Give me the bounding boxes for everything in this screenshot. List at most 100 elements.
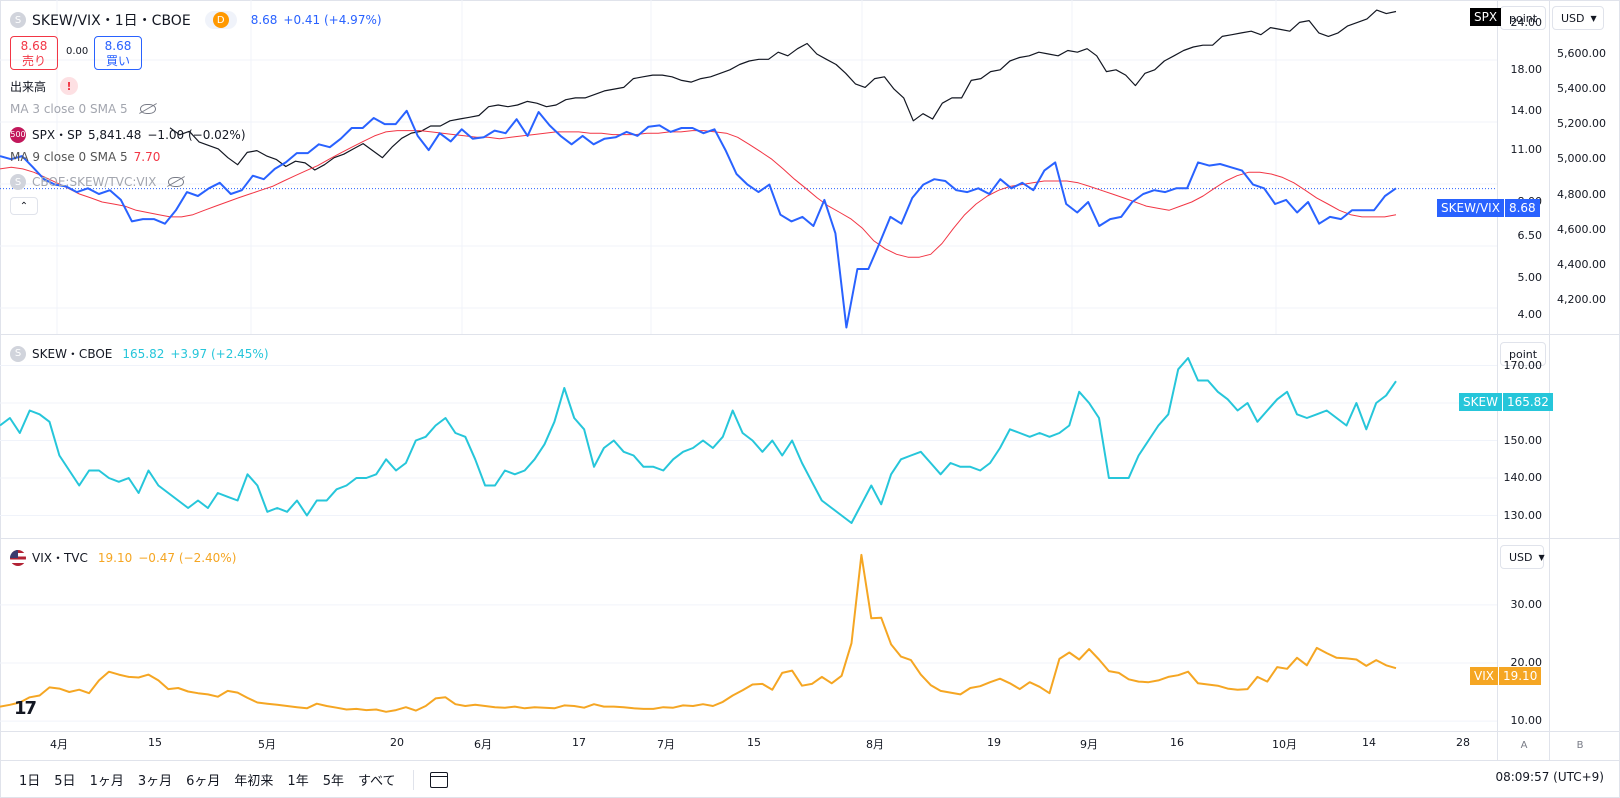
- time-tick-label: 10月: [1272, 738, 1297, 751]
- skew-tag-name: SKEW: [1459, 393, 1502, 411]
- tradingview-logo[interactable]: 17: [14, 698, 37, 719]
- calendar-icon[interactable]: [429, 771, 448, 788]
- vix-title: VIX・TVC: [32, 551, 88, 565]
- range-button[interactable]: すべて: [357, 774, 396, 789]
- time-tick-label: 19: [987, 736, 1001, 749]
- auto-scale-button[interactable]: A: [1520, 739, 1528, 751]
- hidden-eye-icon[interactable]: [168, 177, 185, 187]
- ma2-legend[interactable]: MA 9 close 0 SMA 5 7.70: [10, 150, 160, 164]
- corner-b-button[interactable]: B: [1576, 739, 1584, 751]
- symbol-logo-icon: S: [10, 12, 26, 28]
- price-tick-label: 24.00: [1510, 16, 1543, 30]
- time-tick-label: 7月: [657, 738, 675, 751]
- symbol-title[interactable]: SKEW/VIX・1日・CBOE: [32, 13, 191, 29]
- sell-button[interactable]: 8.68 売り: [10, 36, 58, 70]
- price-axis-divider-left: [1497, 0, 1498, 760]
- skew-price: 165.82: [122, 346, 165, 361]
- overlay-label: CBOE:SKEW/TVC:VIX: [32, 175, 157, 189]
- pane-divider-2[interactable]: [0, 538, 1620, 539]
- time-tick-label: 5月: [258, 738, 276, 751]
- overlay-logo-icon: S: [10, 174, 26, 190]
- market-status-icon: D: [212, 12, 229, 28]
- range-button[interactable]: 年初来: [234, 774, 274, 789]
- pane-divider-1[interactable]: [0, 334, 1620, 335]
- vix-legend[interactable]: VIX・TVC 19.10 −0.47 (−2.40%): [10, 549, 236, 566]
- vix-tick-label: 30.00: [1510, 597, 1543, 611]
- price-tick-label: 11.00: [1510, 143, 1543, 157]
- time-tick-label: 6月: [474, 738, 492, 751]
- skew-title: SKEW・CBOE: [32, 347, 113, 361]
- time-tick-label: 28: [1456, 736, 1470, 749]
- skew-logo-icon: S: [10, 345, 26, 362]
- main-legend-header: S SKEW/VIX・1日・CBOE D 8.68 +0.41 (+4.97%): [10, 10, 382, 30]
- timeframe-chip[interactable]: D: [204, 11, 237, 29]
- volume-legend[interactable]: 出来高 !: [10, 77, 79, 95]
- collapse-legend-button[interactable]: ⌃: [10, 197, 38, 215]
- vix-chart[interactable]: [0, 539, 1497, 731]
- skew-legend[interactable]: S SKEW・CBOE 165.82 +3.97 (+2.45%): [10, 345, 269, 362]
- vix-tag-name: VIX: [1470, 667, 1498, 685]
- buy-button[interactable]: 8.68 買い: [94, 36, 142, 70]
- chevron-down-icon: ▼: [1538, 552, 1545, 562]
- skew-tag-value: 165.82: [1501, 393, 1553, 411]
- spx-tick-label: 4,800.00: [1557, 187, 1606, 201]
- spx-legend[interactable]: 500 SPX・SP 5,841.48 −1.00 (−0.02%): [10, 126, 246, 143]
- spx-change: −1.00 (−0.02%): [147, 127, 246, 142]
- vix-tick-label: 10.00: [1510, 714, 1543, 728]
- time-axis-divider: [0, 731, 1620, 732]
- range-button[interactable]: 1日: [19, 774, 41, 789]
- ma-series-line: [0, 130, 1397, 258]
- spx-tick-label: 5,200.00: [1557, 117, 1606, 131]
- spx-tick-label: 5,600.00: [1557, 47, 1606, 60]
- hidden-eye-icon[interactable]: [139, 104, 156, 114]
- time-tick-label: 9月: [1080, 738, 1098, 751]
- clock[interactable]: 08:09:57 (UTC+9): [1495, 770, 1604, 784]
- skew-price-tag: SKEW 165.82: [1459, 393, 1553, 411]
- ma2-label: MA 9 close 0 SMA 5: [10, 150, 128, 164]
- spx-series-line: [169, 9, 1397, 171]
- vix-series-line: [0, 553, 1397, 713]
- range-button[interactable]: 3ヶ月: [137, 774, 173, 789]
- range-button[interactable]: 6ヶ月: [186, 774, 221, 789]
- range-button[interactable]: 1ヶ月: [89, 774, 124, 789]
- skew-chart[interactable]: [0, 335, 1497, 538]
- skew-tick-label: 170.00: [1503, 358, 1543, 372]
- skew-vix-series-line: [0, 109, 1397, 329]
- range-button[interactable]: 1年: [287, 774, 309, 789]
- chevron-down-icon: ▼: [1590, 13, 1597, 23]
- sell-label: 売り: [21, 54, 46, 68]
- vix-currency-button[interactable]: USD ▼: [1500, 545, 1545, 569]
- symbol-change: +0.41 (+4.97%): [283, 13, 382, 27]
- currency-label: USD: [1561, 11, 1585, 25]
- us-flag-icon: [10, 549, 26, 566]
- vix-change: −0.47 (−2.40%): [138, 550, 237, 565]
- ratio-price-tag: SKEW/VIX 8.68: [1437, 199, 1540, 217]
- time-tick-label: 15: [747, 736, 761, 749]
- time-tick-label: 17: [572, 736, 586, 749]
- range-button[interactable]: 5年: [322, 774, 344, 789]
- overlay-legend[interactable]: S CBOE:SKEW/TVC:VIX: [10, 174, 185, 190]
- price-tick-label: 6.50: [1517, 228, 1543, 242]
- range-button[interactable]: 5日: [54, 774, 76, 789]
- spread-value: 0.00: [66, 46, 89, 57]
- ma1-legend[interactable]: MA 3 close 0 SMA 5: [10, 102, 156, 116]
- skew-tick-label: 140.00: [1503, 471, 1543, 484]
- price-tick-label: 5.00: [1517, 271, 1543, 285]
- skew-scale-button[interactable]: point: [1500, 342, 1547, 366]
- price-axis-divider-right: [1549, 0, 1550, 760]
- time-tick-label: 8月: [866, 738, 884, 751]
- time-tick-label: 14: [1362, 736, 1376, 749]
- ma1-label: MA 3 close 0 SMA 5: [10, 102, 128, 116]
- time-tick-label: 16: [1170, 736, 1184, 749]
- currency-button[interactable]: USD ▼: [1552, 6, 1604, 30]
- symbol-price: 8.68: [250, 13, 278, 27]
- vix-tag-value: 19.10: [1497, 667, 1542, 685]
- spx-tick-label: 4,200.00: [1557, 293, 1606, 306]
- vix-currency-label: USD: [1509, 550, 1533, 564]
- ratio-tag-value: 8.68: [1503, 199, 1540, 217]
- spx-tick-label: 4,600.00: [1557, 222, 1606, 236]
- sell-price: 8.68: [20, 39, 48, 53]
- spx-logo-icon: 500: [10, 126, 26, 143]
- warning-icon[interactable]: !: [60, 77, 79, 95]
- main-price-chart[interactable]: [0, 0, 1497, 334]
